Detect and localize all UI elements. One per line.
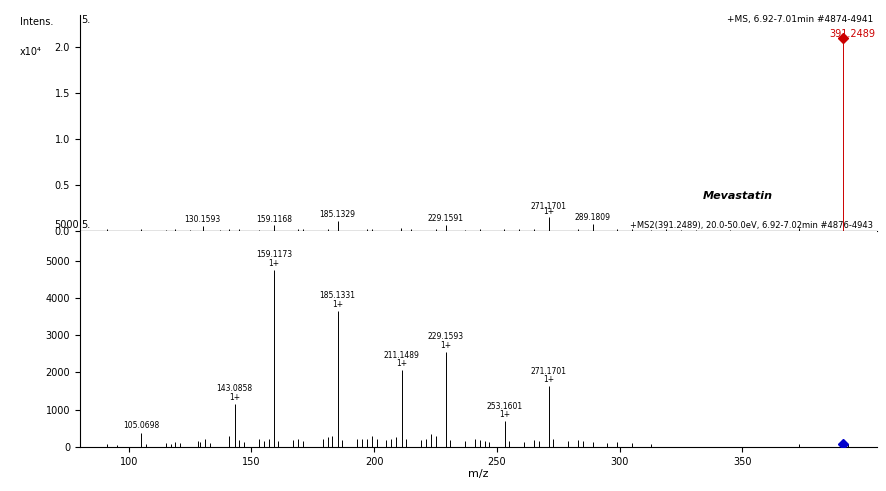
Text: 229.1593: 229.1593 bbox=[428, 332, 463, 341]
Text: 1+: 1+ bbox=[543, 375, 555, 384]
Text: 1+: 1+ bbox=[332, 300, 343, 309]
Text: 159.1168: 159.1168 bbox=[256, 215, 291, 224]
Text: 211.1489: 211.1489 bbox=[384, 351, 419, 359]
Text: 289.1809: 289.1809 bbox=[575, 214, 611, 222]
Text: Mevastatin: Mevastatin bbox=[703, 191, 773, 200]
Text: 271.1701: 271.1701 bbox=[531, 201, 567, 211]
Text: 1+: 1+ bbox=[543, 207, 555, 216]
Text: Intens.: Intens. bbox=[19, 17, 53, 27]
Text: 391.2489: 391.2489 bbox=[829, 29, 875, 39]
Text: 5.: 5. bbox=[82, 219, 90, 230]
Text: 1+: 1+ bbox=[499, 410, 510, 419]
Text: 5000: 5000 bbox=[54, 219, 79, 230]
Text: 143.0858: 143.0858 bbox=[216, 384, 253, 393]
Text: 130.1593: 130.1593 bbox=[184, 216, 221, 224]
Text: x10⁴: x10⁴ bbox=[19, 47, 42, 57]
X-axis label: m/z: m/z bbox=[468, 469, 489, 479]
Text: 271.1701: 271.1701 bbox=[531, 367, 567, 376]
Text: 185.1331: 185.1331 bbox=[320, 291, 355, 300]
Text: 105.0698: 105.0698 bbox=[123, 421, 159, 431]
Text: 159.1173: 159.1173 bbox=[256, 250, 291, 259]
Text: 1+: 1+ bbox=[268, 259, 279, 268]
Text: 185.1329: 185.1329 bbox=[320, 210, 355, 219]
Text: 253.1601: 253.1601 bbox=[486, 402, 523, 410]
Text: 5.: 5. bbox=[82, 15, 90, 25]
Text: 1+: 1+ bbox=[229, 393, 240, 402]
Text: 1+: 1+ bbox=[440, 341, 451, 350]
Text: +MS2(391.2489), 20.0-50.0eV, 6.92-7.02min #4876-4943: +MS2(391.2489), 20.0-50.0eV, 6.92-7.02mi… bbox=[630, 220, 873, 230]
Text: 1+: 1+ bbox=[396, 359, 407, 368]
Text: +MS, 6.92-7.01min #4874-4941: +MS, 6.92-7.01min #4874-4941 bbox=[727, 15, 873, 24]
Text: 229.1591: 229.1591 bbox=[428, 215, 463, 223]
